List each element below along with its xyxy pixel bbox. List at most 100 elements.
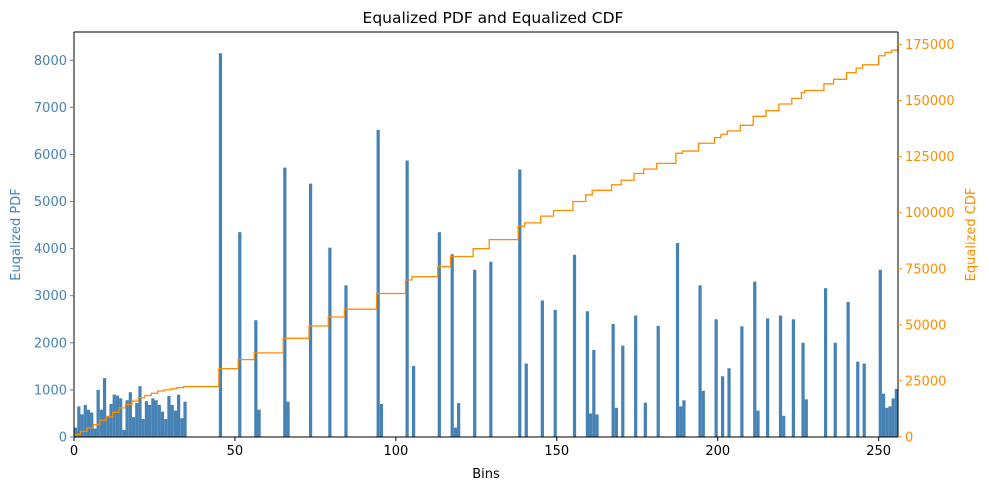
pdf-bar — [701, 390, 705, 437]
pdf-bar — [450, 254, 454, 437]
pdf-bar — [93, 428, 97, 437]
ticks: 0 50 100 150 200 250 0 1000 2000 3000 4000 5000 6000… — [34, 38, 955, 459]
pdf-bar — [437, 232, 441, 437]
pdf-bar — [170, 404, 174, 437]
pdf-bar — [109, 404, 113, 437]
pdf-bar — [679, 406, 683, 437]
pdf-bar — [128, 392, 132, 437]
pdf-bar — [518, 169, 522, 437]
x-tick-label: 200 — [705, 444, 730, 459]
pdf-bar — [740, 326, 744, 437]
pdf-bar — [453, 427, 458, 437]
left-y-tick-label: 6000 — [34, 148, 67, 163]
pdf-bar — [524, 363, 528, 437]
pdf-bar — [885, 407, 889, 437]
chart-title: Equalized PDF and Equalized CDF — [363, 9, 624, 27]
pdf-bar — [376, 129, 380, 437]
pdf-bar — [135, 403, 139, 437]
right-y-tick-label: 125000 — [905, 150, 955, 165]
pdf-bar — [177, 394, 181, 437]
pdf-bar — [157, 404, 161, 437]
pdf-bar — [74, 427, 78, 437]
pdf-bar — [553, 309, 557, 437]
pdf-bar — [102, 378, 107, 437]
pdf-bar — [766, 318, 770, 437]
pdf-bar — [99, 409, 103, 437]
pdf-bar — [131, 417, 136, 437]
pdf-bar — [621, 345, 625, 437]
x-tick-label: 0 — [70, 444, 78, 459]
pdf-bar — [286, 401, 290, 437]
right-y-axis-title: Equalized CDF — [964, 188, 979, 282]
pdf-bar — [595, 414, 599, 437]
pdf-bar — [86, 409, 91, 437]
pdf-bar — [80, 414, 84, 437]
pdf-bar — [791, 319, 795, 437]
x-axis-title: Bins — [472, 467, 500, 482]
pdf-bar — [894, 388, 898, 437]
left-y-tick-label: 2000 — [34, 336, 67, 351]
pdf-bar — [881, 393, 886, 437]
pdf-bar — [720, 376, 725, 437]
pdf-bar — [634, 315, 638, 437]
pdf-bar — [878, 269, 882, 437]
right-y-tick-label: 100000 — [905, 206, 955, 221]
pdf-bar — [180, 418, 184, 437]
left-y-axis-title: Euqalized PDF — [9, 188, 24, 280]
x-tick-label: 150 — [544, 444, 569, 459]
pdf-bar — [167, 396, 171, 437]
pdf-bar — [411, 365, 416, 437]
pdf-bar — [77, 406, 81, 437]
pdf-bar — [138, 386, 142, 437]
pdf-bar — [782, 415, 786, 437]
x-tick-label: 50 — [227, 444, 244, 459]
left-y-tick-label: 1000 — [34, 383, 67, 398]
pdf-bar — [148, 404, 152, 437]
pdf-bar — [125, 400, 129, 437]
pdf-bar — [846, 301, 850, 437]
right-y-tick-label: 50000 — [905, 318, 946, 333]
pdf-bar — [151, 398, 155, 437]
pdf-bar — [611, 323, 615, 437]
pdf-bar — [698, 285, 702, 437]
pdf-bar — [119, 398, 123, 437]
pdf-bar — [804, 399, 808, 437]
pdf-bar — [823, 288, 828, 437]
pdf-bar — [115, 395, 120, 437]
left-y-tick-label: 4000 — [34, 242, 67, 257]
pdf-bar — [144, 401, 149, 437]
right-y-tick-label: 75000 — [905, 262, 946, 277]
pdf-bar — [106, 415, 110, 437]
pdf-bar — [122, 429, 126, 437]
pdf-bar — [489, 261, 493, 437]
left-y-tick-label: 7000 — [34, 101, 67, 116]
pdf-bar — [592, 349, 596, 437]
pdf-bar — [344, 285, 348, 437]
pdf-bar — [891, 398, 895, 437]
pdf-bar — [714, 319, 718, 437]
right-y-tick-label: 150000 — [905, 94, 955, 109]
pdf-bar — [218, 53, 223, 437]
pdf-bar — [257, 409, 261, 437]
pdf-bar — [254, 320, 258, 437]
pdf-bar — [238, 232, 242, 437]
pdf-bar — [572, 254, 577, 437]
pdf-bar — [173, 410, 177, 437]
pdf-bar — [778, 315, 783, 437]
pdf-bar — [856, 361, 860, 437]
left-y-tick-label: 8000 — [34, 54, 67, 69]
pdf-bar — [328, 247, 332, 437]
pdf-bar — [96, 389, 100, 437]
pdf-bar — [756, 410, 760, 437]
pdf-bar — [540, 300, 544, 437]
pdf-bar — [675, 242, 680, 437]
pdf-bar — [112, 394, 116, 437]
pdf-bar — [183, 401, 187, 437]
pdf-bar — [614, 407, 618, 437]
pdf-bar — [585, 311, 589, 437]
pdf-bar — [160, 411, 165, 437]
pdf-bars — [74, 53, 898, 437]
pdf-bar — [308, 183, 313, 437]
pdf-bar — [862, 363, 866, 437]
